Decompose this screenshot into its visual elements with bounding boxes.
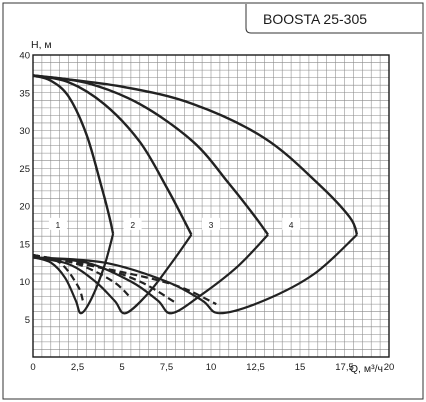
model-title: BOOSTA 25-305 — [263, 11, 367, 27]
head-curve-4 — [32, 74, 359, 236]
head-curve-1 — [32, 74, 115, 235]
curve-label-2: 2 — [130, 220, 135, 230]
x-tick-label: 12,5 — [246, 362, 265, 373]
efficiency-curve-3 — [32, 233, 269, 315]
head-curve-3 — [32, 74, 269, 236]
x-tick-label: 10 — [206, 362, 217, 373]
curve-label-bg — [123, 217, 142, 230]
efficiency-curve-4 — [32, 233, 358, 315]
curve-label-bg — [48, 217, 67, 230]
x-tick-label: 5 — [119, 362, 124, 373]
plot-area-border — [32, 54, 390, 358]
curve-label-bg — [282, 217, 301, 230]
x-tick-label: 7,5 — [160, 362, 173, 373]
x-tick-label: 2,5 — [71, 362, 84, 373]
x-tick-label: 15 — [295, 362, 306, 373]
x-tick-label: 0 — [30, 362, 35, 373]
grid — [33, 55, 389, 357]
x-tick-label: 20 — [384, 362, 395, 373]
y-tick-label: 5 — [25, 315, 30, 326]
y-tick-label: 25 — [19, 164, 30, 175]
x-tick-label: 17,5 — [335, 362, 354, 373]
head-curve-2 — [32, 74, 193, 236]
curve-label-4: 4 — [289, 220, 294, 230]
dashed-curve-2 — [32, 254, 132, 299]
dashed-curve-1 — [32, 254, 84, 301]
title-box-frame — [245, 4, 422, 34]
curve-labels: 1 2 3 4 — [48, 217, 301, 230]
dashed-curve-4 — [32, 254, 217, 306]
curves — [32, 74, 359, 315]
title-box: BOOSTA 25-305 — [245, 4, 422, 34]
x-axis-title: Q, м³/ч — [350, 363, 383, 375]
y-tick-label: 20 — [19, 202, 30, 213]
efficiency-curve-2 — [32, 234, 193, 315]
y-tick-label: 10 — [19, 277, 30, 288]
y-tick-label: 15 — [19, 239, 30, 250]
y-axis-title: H, м — [31, 39, 52, 51]
curve-label-bg — [202, 217, 220, 230]
y-tick-label: 40 — [19, 51, 30, 62]
curve-label-3: 3 — [209, 220, 214, 230]
curve-label-1: 1 — [56, 220, 61, 230]
y-tick-label: 30 — [19, 126, 30, 137]
y-tick-label: 35 — [19, 88, 30, 99]
tick-labels: 0 2,5 5 7,5 10 12,5 15 17,5 20 5 10 15 20 25 30 35 40 — [19, 51, 394, 374]
